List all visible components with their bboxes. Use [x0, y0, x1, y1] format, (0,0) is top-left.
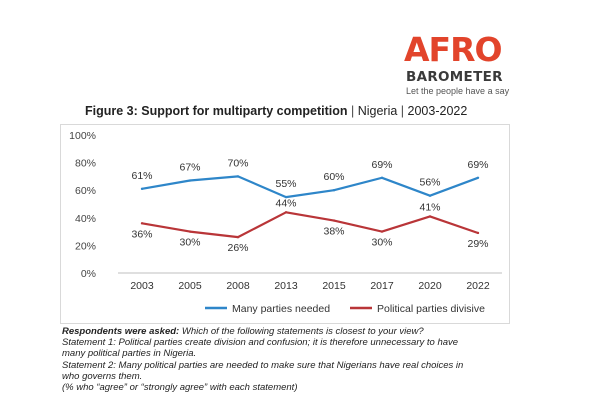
- figure-title-years: 2003-2022: [407, 104, 468, 118]
- data-point: [428, 194, 432, 197]
- data-point: [476, 231, 480, 235]
- y-tick-label: 100%: [69, 130, 96, 142]
- data-label: 61%: [131, 170, 152, 182]
- data-point: [188, 179, 192, 182]
- data-label: 44%: [275, 197, 296, 209]
- data-point: [380, 230, 384, 233]
- series-line-political-parties-divisive: [141, 211, 479, 239]
- statement-2: Statement 2: Many political parties are …: [62, 359, 464, 382]
- x-tick-label: 2017: [370, 280, 394, 292]
- logo-barometer-text: BAROMETER: [406, 69, 503, 85]
- title-separator: |: [397, 104, 408, 118]
- data-label: 38%: [323, 226, 344, 238]
- chart-frame: [60, 124, 510, 324]
- x-tick-label: 2015: [322, 280, 346, 292]
- title-separator: |: [347, 104, 358, 118]
- y-tick-label: 60%: [75, 185, 96, 197]
- data-label: 56%: [419, 177, 440, 189]
- data-point: [236, 235, 240, 239]
- x-tick-label: 2013: [274, 280, 298, 292]
- x-tick-label: 2008: [226, 280, 250, 292]
- question-text: Which of the following statements is clo…: [179, 326, 424, 337]
- statement-1: Statement 1: Political parties create di…: [62, 337, 459, 360]
- data-label: 69%: [371, 159, 392, 171]
- data-label: 26%: [227, 242, 248, 254]
- x-tick-label: 2022: [466, 280, 490, 292]
- y-tick-label: 20%: [75, 240, 96, 252]
- data-label: 41%: [419, 201, 440, 213]
- y-tick-label: 80%: [75, 158, 96, 170]
- afrobarometer-logo: AFRO BAROMETER Let the people have a say: [404, 30, 544, 100]
- data-point: [332, 189, 336, 192]
- data-point: [428, 215, 432, 218]
- data-label: 30%: [371, 237, 392, 249]
- data-label: 36%: [131, 228, 152, 240]
- data-label: 55%: [275, 178, 296, 190]
- logo-afro-text: AFRO: [404, 30, 503, 69]
- data-point: [476, 176, 480, 179]
- data-point: [140, 187, 144, 191]
- data-point: [284, 195, 288, 199]
- data-point: [188, 230, 192, 233]
- x-tick-label: 2005: [178, 280, 202, 292]
- data-label: 70%: [227, 157, 248, 169]
- data-label: 29%: [467, 238, 488, 250]
- x-tick-label: 2020: [418, 280, 442, 292]
- footnote: (% who “agree” or “strongly agree” with …: [62, 382, 298, 394]
- data-point: [380, 176, 384, 179]
- x-tick-label: 2003: [130, 280, 154, 292]
- legend-label: Many parties needed: [232, 303, 330, 315]
- data-label: 30%: [179, 237, 200, 249]
- line-chart: 0% 20% 40% 60% 80% 100% 2003 2005 2008 2013 2015 20…: [60, 124, 510, 324]
- data-label: 67%: [179, 162, 200, 174]
- figure-title-country: Nigeria: [357, 104, 398, 118]
- data-point: [332, 219, 336, 222]
- data-label: 60%: [323, 171, 344, 183]
- y-tick-label: 40%: [75, 213, 96, 225]
- figure-title-main: Figure 3: Support for multiparty competi…: [85, 104, 348, 118]
- data-label: 69%: [467, 159, 488, 171]
- y-tick-label: 0%: [81, 268, 96, 280]
- logo-tagline: Let the people have a say: [406, 86, 510, 96]
- series-line-many-parties-needed: [141, 175, 479, 199]
- figure-title: Figure 3: Support for multiparty competi…: [85, 103, 467, 119]
- question-line: Respondents were asked: Which of the fol…: [62, 326, 482, 337]
- legend-label: Political parties divisive: [377, 303, 485, 315]
- data-point: [140, 222, 144, 225]
- data-point: [236, 175, 240, 178]
- survey-notes: Respondents were asked: Which of the fol…: [62, 326, 482, 393]
- question-label: Respondents were asked:: [62, 326, 180, 337]
- data-point: [284, 211, 288, 214]
